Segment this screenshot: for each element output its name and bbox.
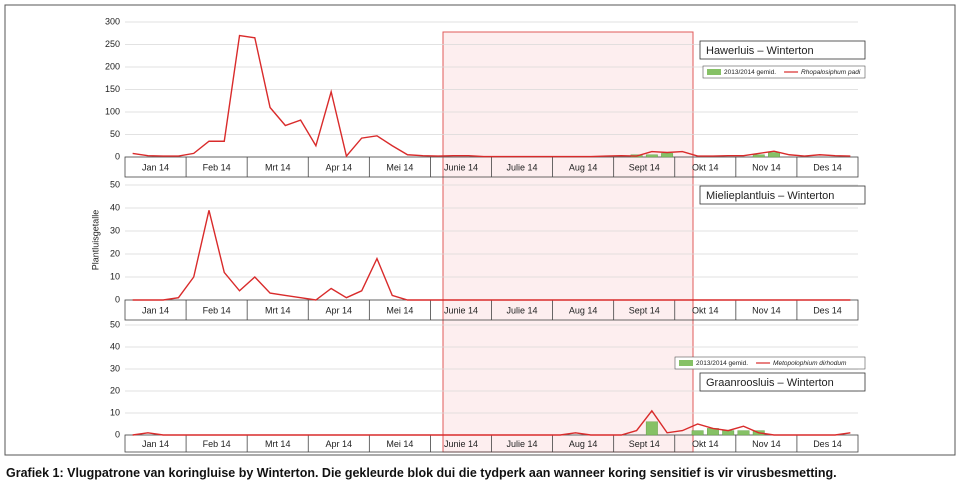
x-tick-label: Julie 14 (507, 305, 538, 315)
bar (661, 153, 674, 158)
y-axis-label: Plantluisgetalle (90, 210, 100, 271)
x-tick-label: Feb 14 (203, 162, 231, 172)
y-tick-label: 20 (110, 248, 120, 258)
y-tick-label: 0 (115, 294, 120, 304)
y-tick-label: 50 (110, 179, 120, 189)
x-tick-label: Des 14 (813, 439, 842, 449)
title-box (699, 372, 866, 392)
title-box (699, 40, 866, 60)
x-tick-label: Jan 14 (142, 439, 169, 449)
y-tick-label: 200 (105, 61, 120, 71)
y-tick-label: 150 (105, 84, 120, 94)
y-tick-label: 20 (110, 385, 120, 395)
x-tick-label: Mrt 14 (265, 162, 291, 172)
bar (645, 421, 658, 436)
y-tick-label: 30 (110, 363, 120, 373)
y-tick-label: 250 (105, 39, 120, 49)
y-tick-label: 50 (110, 129, 120, 139)
legend-box (702, 65, 866, 79)
x-tick-label: Aug 14 (569, 305, 598, 315)
y-tick-label: 10 (110, 407, 120, 417)
x-tick-label: Okt 14 (692, 305, 719, 315)
y-tick-label: 40 (110, 341, 120, 351)
x-tick-label: Feb 14 (203, 439, 231, 449)
x-tick-label: Jan 14 (142, 162, 169, 172)
x-tick-label: Junie 14 (444, 439, 478, 449)
highlight-period (442, 31, 694, 453)
y-tick-label: 0 (115, 429, 120, 439)
x-tick-label: Nov 14 (752, 162, 781, 172)
x-tick-label: Mei 14 (386, 162, 413, 172)
title-box (699, 185, 866, 205)
y-tick-label: 0 (115, 151, 120, 161)
line (132, 34, 851, 158)
x-tick-label: Apr 14 (326, 439, 353, 449)
x-tick-label: Aug 14 (569, 162, 598, 172)
legend-label: Metopolophium dirhodum (773, 360, 847, 367)
x-tick-label: Okt 14 (692, 439, 719, 449)
y-tick-label: 30 (110, 225, 120, 235)
x-tick-label: Apr 14 (326, 305, 353, 315)
x-tick-label: Aug 14 (569, 439, 598, 449)
panel-title: Mielieplantluis – Winterton (706, 190, 834, 202)
x-tick-label: Mei 14 (386, 305, 413, 315)
bar (768, 152, 780, 158)
x-tick-label: Sept 14 (629, 439, 660, 449)
x-tick-label: Mei 14 (386, 439, 413, 449)
bar (737, 430, 750, 436)
y-tick-label: 300 (105, 16, 120, 26)
y-tick-label: 40 (110, 202, 120, 212)
legend-swatch (707, 69, 721, 75)
panel-title: Graanroosluis – Winterton (706, 377, 834, 389)
x-tick-label: Des 14 (813, 162, 842, 172)
x-tick-label: Nov 14 (752, 439, 781, 449)
x-tick-label: Junie 14 (444, 162, 478, 172)
x-tick-label: Julie 14 (507, 162, 538, 172)
line (132, 409, 851, 436)
x-tick-label: Nov 14 (752, 305, 781, 315)
bar (752, 154, 765, 158)
x-tick-label: Jan 14 (142, 305, 169, 315)
x-tick-label: Sept 14 (629, 162, 660, 172)
x-tick-label: Mrt 14 (265, 305, 291, 315)
line (132, 210, 851, 301)
caption: Grafiek 1: Vlugpatrone van koringluise b… (6, 466, 837, 480)
legend-label: 2013/2014 gemid. (696, 360, 748, 367)
panel-title: Hawerluis – Winterton (706, 45, 814, 57)
frame (4, 4, 956, 456)
y-tick-label: 10 (110, 271, 120, 281)
y-tick-label: 100 (105, 106, 120, 116)
x-tick-label: Julie 14 (507, 439, 538, 449)
legend-label: 2013/2014 gemid. (724, 69, 776, 76)
legend-label: Rhopalosiphum padi (801, 69, 861, 76)
x-tick-label: Feb 14 (203, 305, 231, 315)
x-tick-label: Sept 14 (629, 305, 660, 315)
x-tick-label: Okt 14 (692, 162, 719, 172)
legend-swatch (679, 360, 693, 366)
bar (691, 430, 704, 436)
x-tick-label: Des 14 (813, 305, 842, 315)
x-tick-label: Junie 14 (444, 305, 478, 315)
bar (645, 154, 658, 158)
x-tick-label: Apr 14 (326, 162, 353, 172)
y-tick-label: 50 (110, 319, 120, 329)
x-tick-label: Mrt 14 (265, 439, 291, 449)
